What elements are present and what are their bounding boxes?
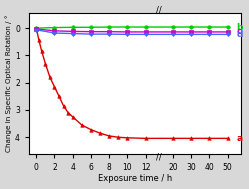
X-axis label: Exposure time / h: Exposure time / h (98, 174, 172, 184)
Text: a: a (237, 134, 243, 143)
Y-axis label: Change in Specific Optical Rotation / °: Change in Specific Optical Rotation / ° (5, 15, 12, 152)
Text: c: c (237, 27, 242, 36)
Text: //: // (156, 5, 162, 15)
Text: d: d (237, 30, 243, 39)
Text: //: // (156, 152, 162, 161)
Text: b: b (237, 22, 243, 32)
